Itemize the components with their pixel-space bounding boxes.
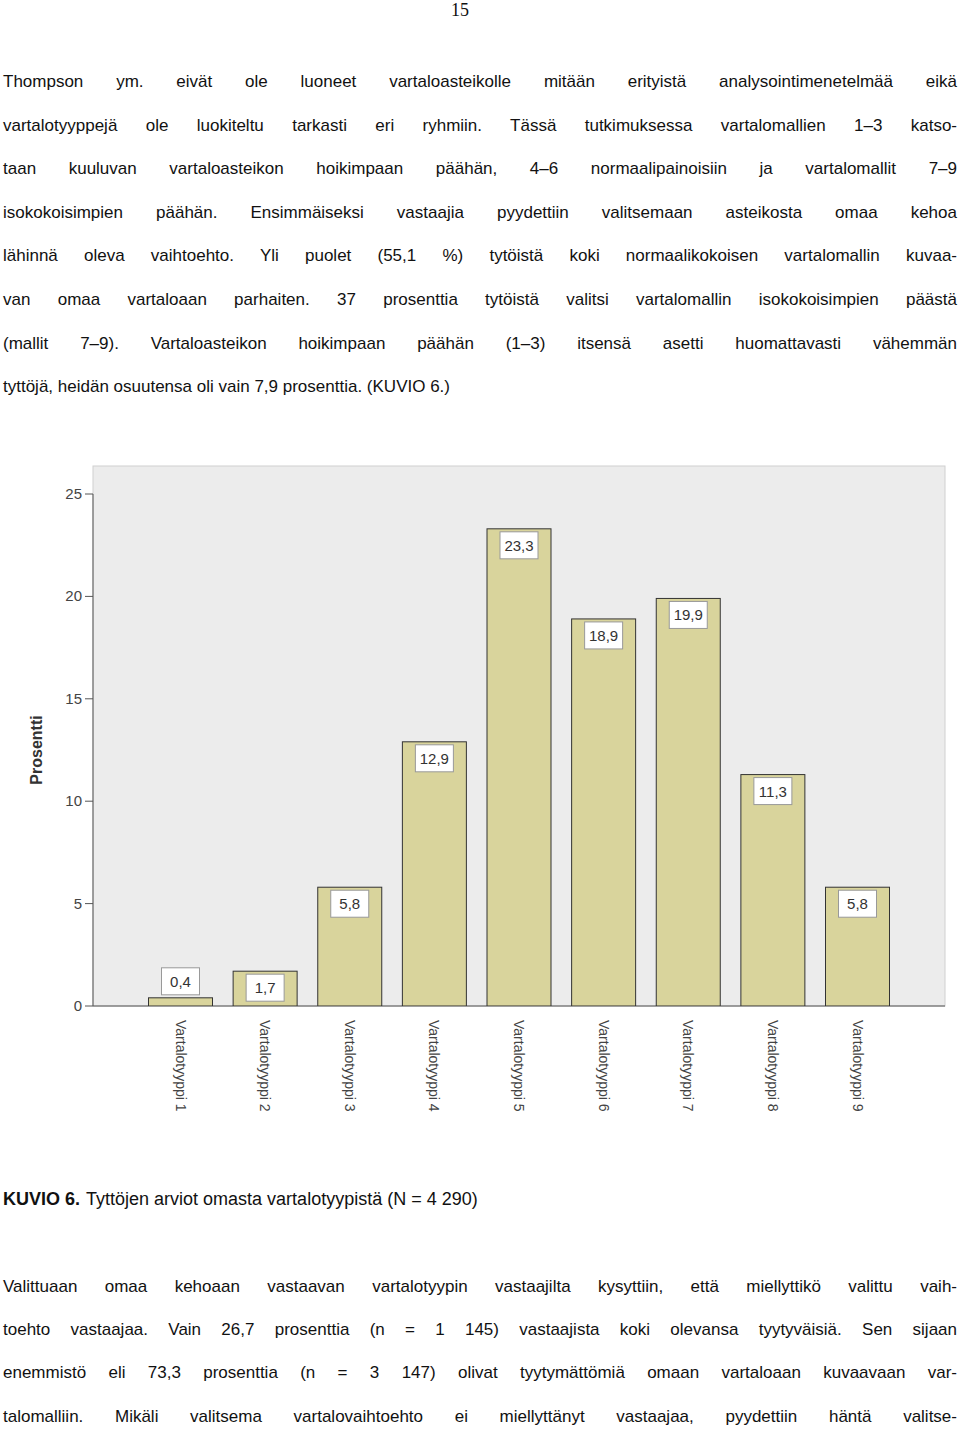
x-tick-label: Vartalotyyppi 5: [511, 1020, 527, 1112]
bar: [656, 598, 720, 1006]
x-tick-label: Vartalotyyppi 2: [257, 1020, 273, 1112]
y-tick: [85, 494, 93, 495]
data-label: 1,7: [255, 979, 276, 996]
data-label: 5,8: [847, 895, 868, 912]
text-line: talomalliin. Mikäli valitsema vartalovai…: [3, 1406, 957, 1428]
data-label: 11,3: [759, 783, 787, 800]
bar: [826, 887, 890, 1006]
text-line: enemmistö eli 73,3 prosenttia (n = 3 147…: [3, 1362, 957, 1384]
y-tick-label: 0: [74, 997, 82, 1014]
x-tick-label: Vartalotyyppi 6: [596, 1020, 612, 1112]
x-tick-label: Vartalotyyppi 7: [680, 1020, 696, 1112]
bar: [572, 619, 636, 1006]
bar: [149, 998, 213, 1006]
y-axis-label: Prosentti: [28, 715, 45, 784]
y-tick: [85, 801, 93, 802]
x-tick-label: Vartalotyyppi 9: [850, 1020, 866, 1112]
bar: [741, 775, 805, 1006]
y-tick: [85, 698, 93, 699]
x-tick-label: Vartalotyyppi 3: [342, 1020, 358, 1112]
data-label-box: [415, 745, 453, 772]
data-label-box: [669, 601, 707, 628]
figure-caption: KUVIO 6. Tyttöjen arviot omasta vartaloty…: [3, 1188, 478, 1210]
data-label: 23,3: [504, 537, 533, 554]
text-line: (mallit 7–9). Vartaloasteikon hoikimpaan…: [3, 333, 957, 355]
y-tick-label: 25: [65, 485, 82, 502]
text-line: van omaa vartaloaan parhaiten. 37 prosen…: [3, 289, 957, 311]
y-tick-label: 15: [65, 690, 82, 707]
x-tick-label: Vartalotyyppi 4: [426, 1020, 442, 1112]
chart: 0 5 10 15 20 25 Prosentti 0,4 Vartalotyyppi 1 1,7…: [0, 0, 960, 1429]
data-label-box: [500, 532, 538, 559]
y-tick-label: 20: [65, 587, 82, 604]
y-tick-label: 5: [74, 895, 82, 912]
text-line: taan kuuluvan vartaloasteikon hoikimpaan…: [3, 158, 957, 180]
data-label: 12,9: [420, 750, 449, 767]
y-tick-label: 10: [65, 792, 82, 809]
bars: [149, 529, 890, 1006]
plot-background: [93, 466, 945, 1006]
bar: [318, 887, 382, 1006]
data-label: 19,9: [674, 606, 703, 623]
data-label-box: [331, 890, 369, 917]
page-number: 15: [430, 0, 490, 21]
text-line: lähinnä oleva vaihtoehto. Yli puolet (55…: [3, 245, 957, 267]
y-axis: [93, 494, 94, 1006]
text-line: Thompson ym. eivät ole luoneet vartaloas…: [3, 71, 957, 93]
data-label: 5,8: [339, 895, 360, 912]
caption-label: KUVIO 6.: [3, 1189, 80, 1209]
y-tick: [85, 903, 93, 904]
text-line: toehto vastaajaa. Vain 26,7 prosenttia (…: [3, 1319, 957, 1341]
bar: [487, 529, 551, 1006]
data-label-box: [754, 778, 792, 805]
data-label: 18,9: [589, 627, 618, 644]
x-tick-label: Vartalotyyppi 8: [765, 1020, 781, 1112]
data-label-box: [246, 974, 284, 1001]
data-label: 0,4: [170, 973, 191, 990]
bar: [402, 742, 466, 1006]
caption-text: Tyttöjen arviot omasta vartalotyypistä (…: [86, 1189, 478, 1209]
text-line: isokokoisimpien päähän. Ensimmäiseksi va…: [3, 202, 957, 224]
data-label-box: [162, 968, 200, 995]
text-line: Valittuaan omaa kehoaan vastaavan vartal…: [3, 1276, 957, 1298]
x-tick-label: Vartalotyyppi 1: [173, 1020, 189, 1112]
bar: [233, 971, 297, 1006]
data-label-box: [839, 890, 877, 917]
text-line: vartalotyyppejä ole luokiteltu tarkasti …: [3, 115, 957, 137]
y-tick: [85, 596, 93, 597]
y-tick: [85, 1006, 93, 1007]
data-label-box: [585, 622, 623, 649]
text-line: tyttöjä, heidän osuutensa oli vain 7,9 p…: [3, 376, 957, 398]
